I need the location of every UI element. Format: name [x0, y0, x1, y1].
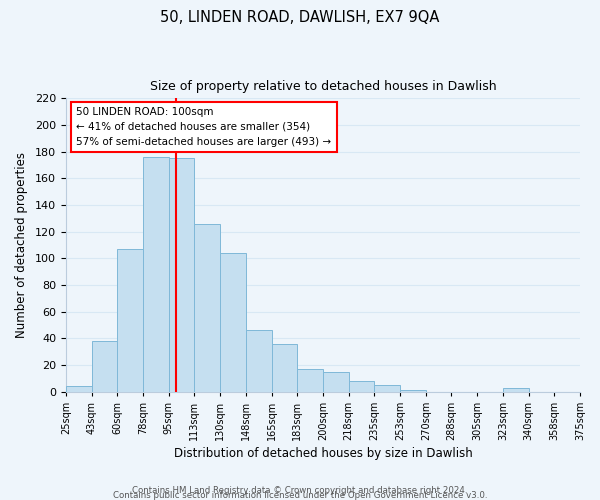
Bar — [400, 390, 426, 392]
Text: Contains HM Land Registry data © Crown copyright and database right 2024.: Contains HM Land Registry data © Crown c… — [132, 486, 468, 495]
Bar — [143, 157, 169, 392]
Bar — [169, 158, 194, 392]
Bar — [272, 344, 297, 392]
Bar — [66, 386, 92, 392]
Text: 50, LINDEN ROAD, DAWLISH, EX7 9QA: 50, LINDEN ROAD, DAWLISH, EX7 9QA — [160, 10, 440, 25]
Text: Contains public sector information licensed under the Open Government Licence v3: Contains public sector information licen… — [113, 491, 487, 500]
Bar — [323, 372, 349, 392]
Bar — [246, 330, 272, 392]
Bar — [118, 249, 143, 392]
Bar — [297, 369, 323, 392]
Bar — [374, 385, 400, 392]
Bar — [349, 381, 374, 392]
Bar — [92, 341, 118, 392]
Title: Size of property relative to detached houses in Dawlish: Size of property relative to detached ho… — [149, 80, 496, 93]
Y-axis label: Number of detached properties: Number of detached properties — [15, 152, 28, 338]
Bar — [194, 224, 220, 392]
Bar — [503, 388, 529, 392]
X-axis label: Distribution of detached houses by size in Dawlish: Distribution of detached houses by size … — [173, 447, 472, 460]
Bar — [220, 253, 246, 392]
Text: 50 LINDEN ROAD: 100sqm
← 41% of detached houses are smaller (354)
57% of semi-de: 50 LINDEN ROAD: 100sqm ← 41% of detached… — [76, 107, 331, 146]
